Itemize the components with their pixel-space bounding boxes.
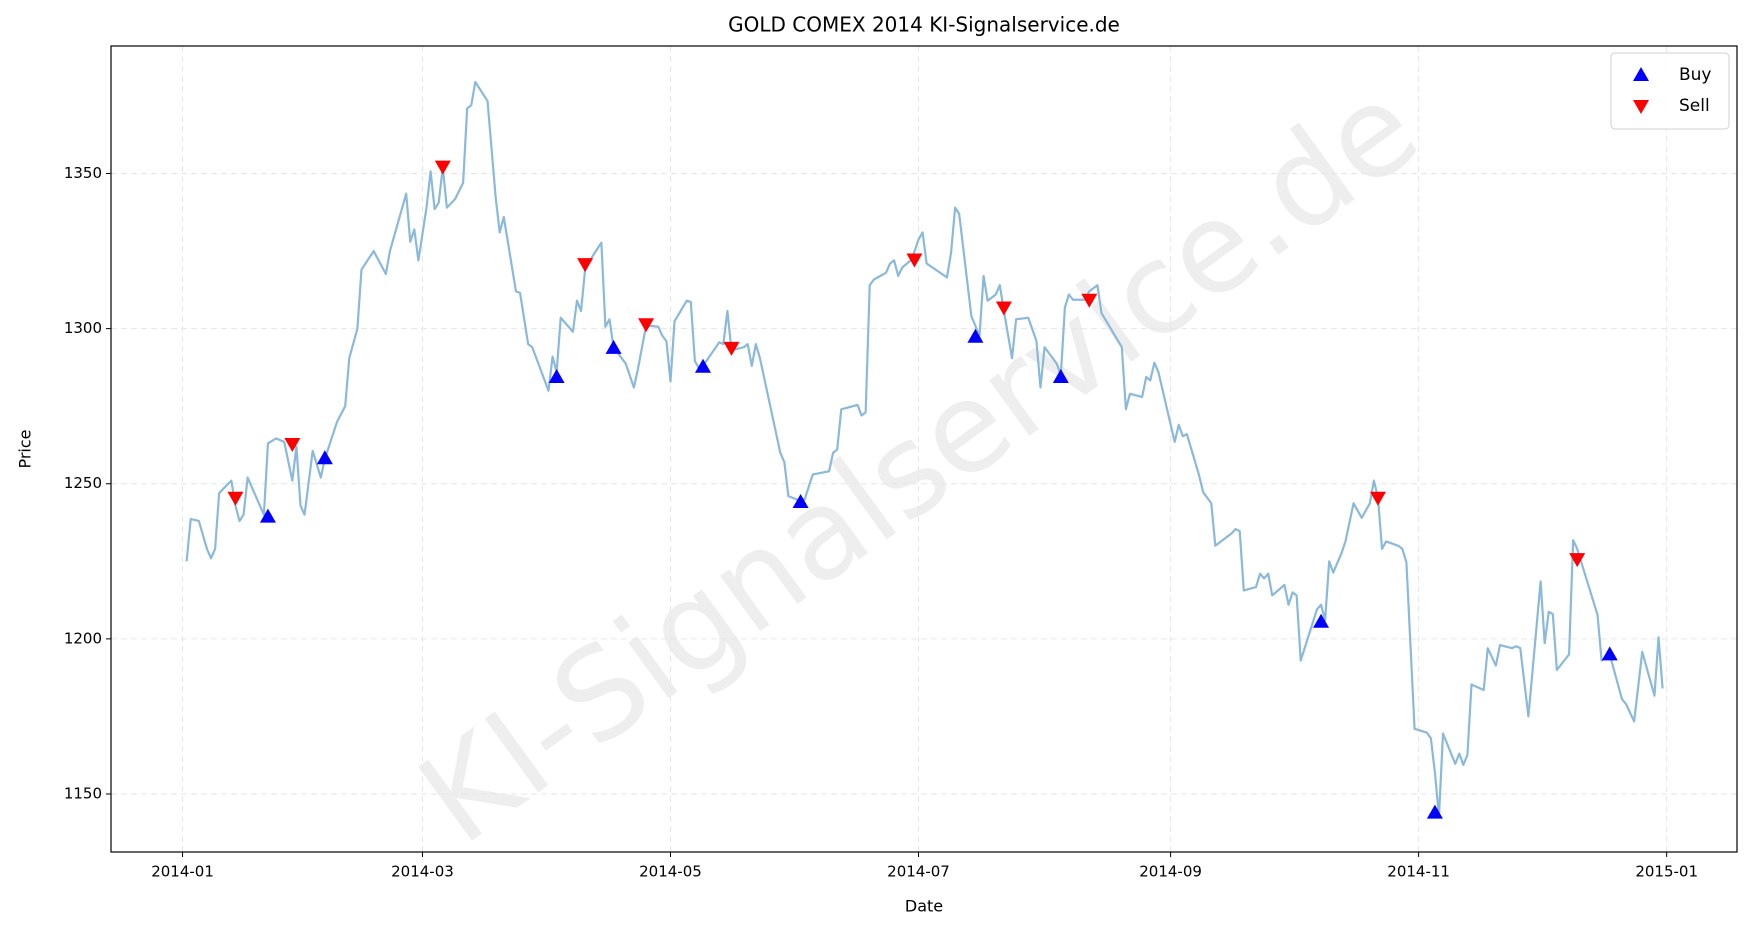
signal-marker (1426, 804, 1443, 819)
signal-marker (1601, 646, 1618, 661)
signal-marker (284, 438, 301, 453)
y-tick-label: 1150 (64, 784, 102, 802)
signal-marker (967, 328, 984, 343)
signal-marker (695, 358, 712, 373)
y-tick-label: 1250 (64, 474, 102, 492)
signal-marker (577, 258, 594, 273)
x-tick-label: 2014-07 (887, 863, 950, 881)
y-tick-label: 1200 (64, 629, 102, 647)
x-tick-label: 2014-09 (1139, 863, 1202, 881)
signal-marker (316, 450, 333, 465)
x-tick-label: 2014-03 (391, 863, 454, 881)
signal-marker (1313, 613, 1330, 628)
x-tick-label: 2014-01 (151, 863, 214, 881)
x-axis-label: Date (905, 897, 943, 916)
signal-marker (1569, 553, 1586, 568)
y-tick-label: 1300 (64, 319, 102, 337)
signal-marker (1369, 491, 1386, 506)
signal-marker (259, 508, 276, 523)
signal-marker (792, 494, 809, 509)
signal-marker (434, 160, 451, 175)
signal-marker (723, 341, 740, 356)
x-tick-label: 2015-01 (1635, 863, 1698, 881)
signal-marker (638, 318, 655, 333)
signal-marker (995, 301, 1012, 316)
price-line (185, 80, 1664, 818)
chart-title: GOLD COMEX 2014 KI-Signalservice.de (728, 13, 1120, 37)
legend-marker (1633, 100, 1649, 114)
x-tick-label: 2014-05 (639, 863, 702, 881)
signal-marker (1052, 369, 1069, 384)
signal-marker (548, 369, 565, 384)
signal-marker (1081, 293, 1098, 308)
signal-marker (605, 339, 622, 354)
legend-marker (1633, 67, 1649, 81)
legend-label: Sell (1679, 96, 1710, 116)
signal-marker (906, 253, 923, 268)
y-tick-label: 1350 (64, 164, 102, 182)
y-axis-label: Price (16, 429, 35, 468)
x-tick-label: 2014-11 (1387, 863, 1450, 881)
plot-frame (110, 45, 1738, 853)
signal-marker (227, 491, 244, 506)
legend-label: Buy (1679, 65, 1712, 85)
